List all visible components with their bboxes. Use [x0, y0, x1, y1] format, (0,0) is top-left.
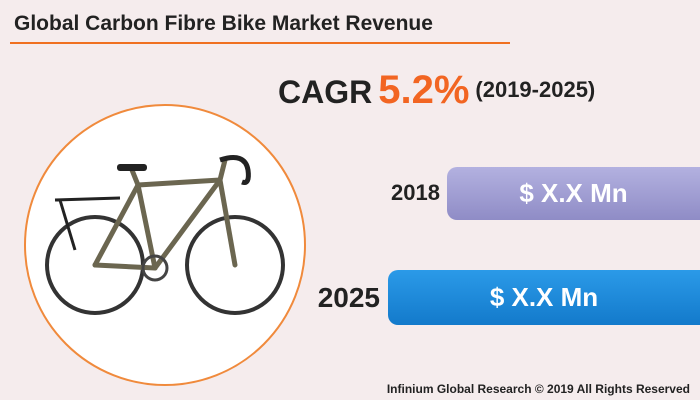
title-underline	[10, 42, 510, 44]
bike-illustration	[24, 104, 306, 386]
value-bar: $ X.X Mn	[447, 167, 700, 220]
year-label: 2025	[317, 282, 380, 313]
handlebar	[219, 155, 251, 185]
year-label: 2018	[391, 180, 440, 205]
rack	[54, 196, 121, 251]
value-bar: $ X.X Mn	[388, 270, 700, 325]
footer: Infinium Global Research © 2019 All Righ…	[386, 382, 690, 396]
title: Global Carbon Fibre Bike Market Revenue	[14, 12, 433, 35]
cagr-label: CAGR	[278, 74, 373, 110]
cagr: CAGR 5.2% (2019-2025)	[278, 68, 595, 113]
cagr-period: (2019-2025)	[475, 77, 596, 102]
saddle	[117, 164, 147, 171]
cagr-value: 5.2%	[378, 68, 470, 112]
